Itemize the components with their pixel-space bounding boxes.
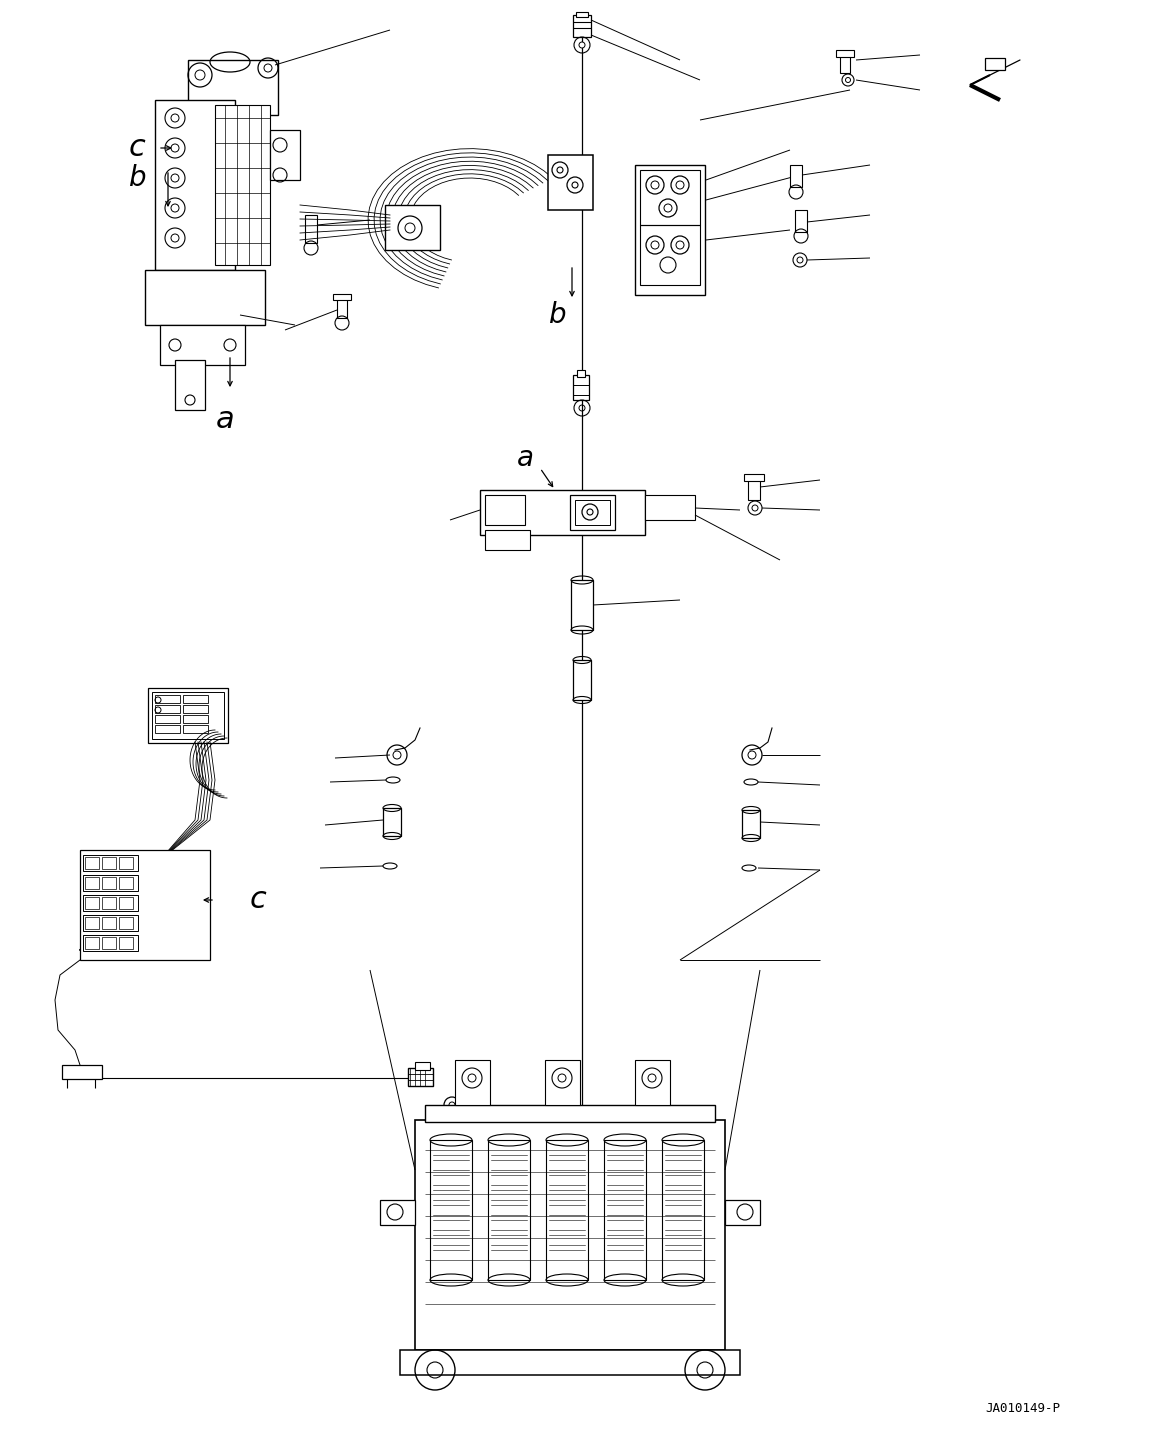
Text: a: a (215, 406, 235, 435)
Bar (80, 850, 211, 960)
Bar (102, 917, 116, 928)
Bar (155, 695, 180, 703)
Bar (400, 1350, 740, 1375)
Bar (385, 205, 440, 250)
Bar (102, 897, 116, 908)
Bar (640, 169, 700, 225)
Bar (485, 495, 525, 525)
Bar (985, 57, 1005, 70)
Bar (548, 155, 593, 210)
Bar (573, 14, 591, 37)
Bar (573, 375, 588, 400)
Text: b: b (549, 301, 566, 329)
Bar (836, 50, 854, 57)
Bar (83, 875, 138, 891)
Bar (83, 916, 138, 931)
Bar (102, 857, 116, 870)
Bar (455, 1060, 490, 1105)
Bar (85, 877, 99, 890)
Bar (155, 725, 180, 733)
Bar (183, 695, 208, 703)
Bar (148, 687, 228, 743)
Bar (790, 165, 802, 187)
Bar (645, 495, 695, 519)
Bar (83, 855, 138, 871)
Bar (83, 895, 138, 911)
Bar (840, 55, 850, 73)
Bar (742, 809, 759, 838)
Bar (430, 1139, 472, 1280)
Text: c: c (129, 133, 145, 162)
Bar (155, 100, 235, 270)
Bar (215, 105, 270, 265)
Bar (748, 478, 759, 499)
Bar (62, 1065, 102, 1079)
Bar (145, 270, 265, 324)
Bar (183, 715, 208, 723)
Bar (333, 294, 351, 300)
Bar (305, 215, 317, 243)
Bar (725, 1200, 759, 1225)
Bar (545, 1139, 588, 1280)
Text: b: b (129, 164, 147, 192)
Bar (119, 897, 133, 908)
Bar (155, 705, 180, 713)
Text: JA010149-P: JA010149-P (985, 1402, 1059, 1415)
Bar (571, 580, 593, 630)
Bar (415, 1062, 430, 1071)
Bar (485, 530, 530, 550)
Bar (575, 499, 611, 525)
Bar (119, 917, 133, 928)
Bar (662, 1139, 704, 1280)
Bar (85, 857, 99, 870)
Bar (577, 370, 585, 377)
Bar (424, 1105, 715, 1122)
Bar (570, 495, 615, 530)
Bar (576, 11, 588, 17)
Bar (545, 1060, 580, 1105)
Bar (183, 705, 208, 713)
Bar (480, 489, 645, 535)
Bar (83, 936, 138, 951)
Bar (573, 660, 591, 700)
Bar (744, 474, 764, 481)
Bar (604, 1139, 645, 1280)
Bar (119, 877, 133, 890)
Text: c: c (250, 885, 266, 914)
Bar (174, 360, 205, 410)
Bar (160, 324, 245, 364)
Bar (383, 808, 401, 837)
Circle shape (579, 42, 585, 47)
Bar (85, 937, 99, 949)
Bar (119, 857, 133, 870)
Bar (188, 60, 278, 115)
Bar (119, 937, 133, 949)
Bar (635, 1060, 670, 1105)
Bar (152, 692, 224, 739)
Bar (408, 1068, 433, 1086)
Bar (380, 1200, 415, 1225)
Bar (102, 877, 116, 890)
Bar (795, 210, 807, 232)
Bar (102, 937, 116, 949)
Bar (635, 165, 705, 296)
Bar (270, 131, 300, 179)
Bar (415, 1119, 725, 1350)
Bar (85, 897, 99, 908)
Bar (488, 1139, 530, 1280)
Bar (337, 298, 347, 319)
Bar (85, 917, 99, 928)
Bar (640, 225, 700, 286)
Text: a: a (516, 443, 534, 472)
Bar (183, 725, 208, 733)
Bar (155, 715, 180, 723)
